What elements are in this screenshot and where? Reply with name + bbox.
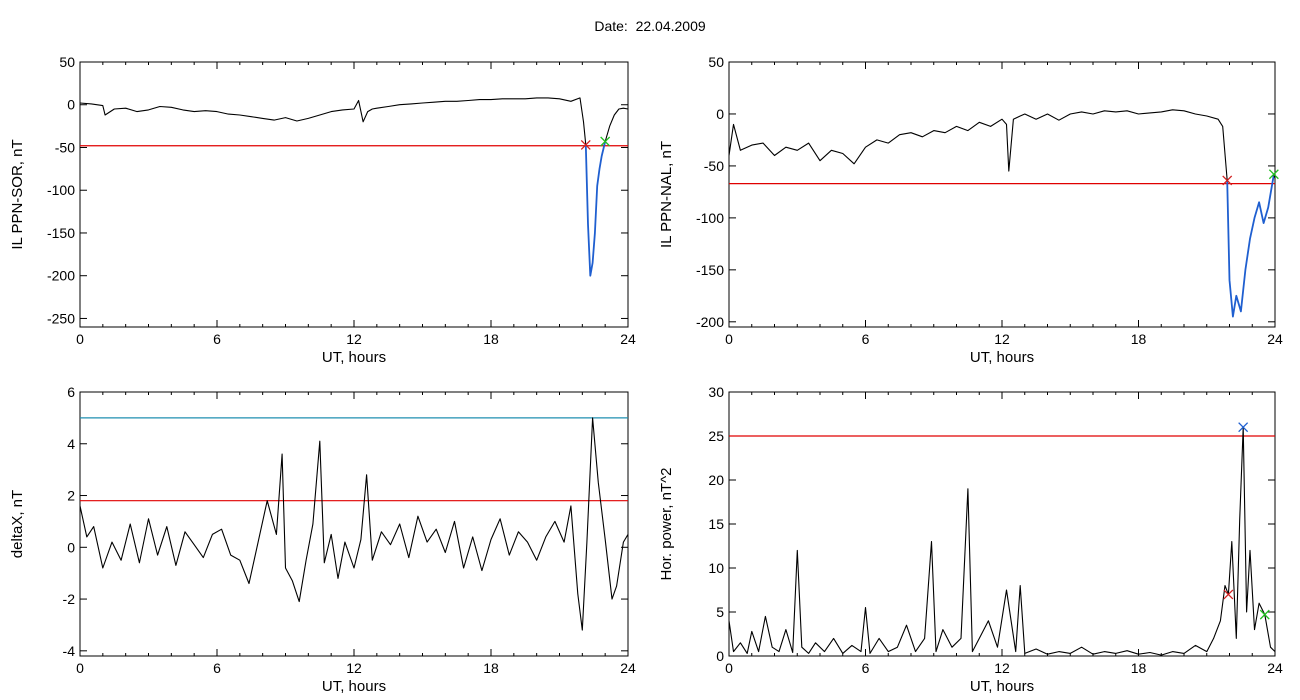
y-tick-label: 0 — [67, 97, 75, 113]
x-tick-label: 24 — [620, 331, 636, 347]
x-tick-label: 0 — [76, 331, 84, 347]
x-tick-label: 6 — [213, 660, 221, 676]
signal-trace — [729, 109, 1228, 181]
panel-deltax: 0 6 12 18 24 6 4 2 0 -2 -4 UT, hours deltaX, nT — [9, 384, 636, 695]
x-tick-label: 18 — [483, 331, 499, 347]
y-tick-label: 6 — [67, 384, 75, 400]
marker-cross — [1223, 589, 1234, 600]
y-tick-label: -250 — [47, 310, 75, 326]
event-trace — [1226, 174, 1275, 318]
x-tick-label: 0 — [76, 660, 84, 676]
panel-il-ppn-sor: 0 6 12 18 24 50 0 -50 -100 -150 -200 -250 UT, hours I… — [9, 54, 636, 366]
y-tick-label: 0 — [67, 539, 75, 555]
panel-il-ppn-nal: 0 6 12 18 24 50 0 -50 -100 -150 -200 UT, hours IL PP… — [658, 54, 1283, 366]
x-tick-label: 6 — [213, 331, 221, 347]
y-tick-label: -150 — [696, 262, 724, 278]
marker-cross — [600, 136, 611, 147]
y-tick-label: -100 — [47, 182, 75, 198]
marker-cross — [1222, 175, 1233, 186]
y-tick-label: 20 — [708, 472, 724, 488]
plot-area — [729, 109, 1275, 318]
y-tick-label: 10 — [708, 560, 724, 576]
x-tick-label: 18 — [483, 660, 499, 676]
event-trace — [584, 141, 607, 277]
x-axis-label: UT, hours — [322, 678, 386, 695]
x-tick-label: 0 — [725, 660, 733, 676]
figure-header: Date: 22.04.2009 — [0, 18, 1300, 34]
x-tick-label: 12 — [346, 331, 362, 347]
y-tick-label: 50 — [708, 54, 724, 70]
y-tick-label: 25 — [708, 428, 724, 444]
signal-trace — [80, 97, 587, 145]
y-tick-label: 0 — [716, 106, 724, 122]
y-tick-label: -100 — [696, 210, 724, 226]
plot-frame — [728, 61, 1276, 328]
x-axis-label: UT, hours — [970, 678, 1034, 695]
y-tick-label: 5 — [716, 604, 724, 620]
x-tick-label: 24 — [1267, 331, 1283, 347]
y-axis-label: IL PPN-SOR, nT — [9, 139, 26, 249]
x-tick-label: 18 — [1131, 660, 1147, 676]
y-axis-label: IL PPN-NAL, nT — [658, 141, 675, 248]
date-value: 22.04.2009 — [635, 18, 706, 34]
plot-area — [80, 97, 628, 277]
x-tick-label: 12 — [994, 331, 1010, 347]
marker-cross — [580, 139, 591, 150]
y-tick-label: 30 — [708, 384, 724, 400]
y-tick-label: 0 — [716, 648, 724, 664]
x-tick-label: 24 — [1267, 660, 1283, 676]
signal-trace — [729, 426, 1275, 656]
y-axis-label: Hor. power, nT^2 — [658, 468, 675, 581]
x-tick-label: 12 — [994, 660, 1010, 676]
plot-area — [729, 426, 1275, 656]
y-tick-label: -50 — [704, 158, 724, 174]
panel-hor-power: 0 6 12 18 24 30 25 20 15 10 5 0 UT, hours Hor. power,… — [658, 384, 1283, 695]
y-tick-label: -200 — [696, 314, 724, 330]
date-label: Date: — [594, 18, 628, 34]
x-tick-label: 6 — [862, 660, 870, 676]
plot-frame — [79, 61, 629, 328]
y-tick-label: 2 — [67, 488, 75, 504]
y-tick-label: -200 — [47, 268, 75, 284]
y-tick-label: -2 — [63, 591, 76, 607]
x-tick-label: 6 — [862, 331, 870, 347]
y-tick-label: 15 — [708, 516, 724, 532]
y-tick-label: -4 — [63, 643, 76, 659]
plot-area — [80, 417, 628, 631]
marker-cross — [1259, 609, 1270, 620]
y-axis-label: deltaX, nT — [9, 490, 26, 558]
signal-trace — [604, 107, 628, 142]
x-axis-label: UT, hours — [322, 349, 386, 366]
marker-cross — [1268, 169, 1279, 180]
marker-cross — [1238, 422, 1249, 433]
x-axis-label: UT, hours — [970, 349, 1034, 366]
y-tick-label: 50 — [59, 54, 75, 70]
signal-trace — [80, 417, 628, 631]
x-tick-label: 12 — [346, 660, 362, 676]
y-tick-label: 4 — [67, 436, 75, 452]
y-tick-label: -150 — [47, 225, 75, 241]
x-tick-label: 24 — [620, 660, 636, 676]
x-tick-label: 18 — [1131, 331, 1147, 347]
plot-frame — [79, 391, 629, 657]
y-tick-label: -50 — [55, 139, 75, 155]
x-tick-label: 0 — [725, 331, 733, 347]
